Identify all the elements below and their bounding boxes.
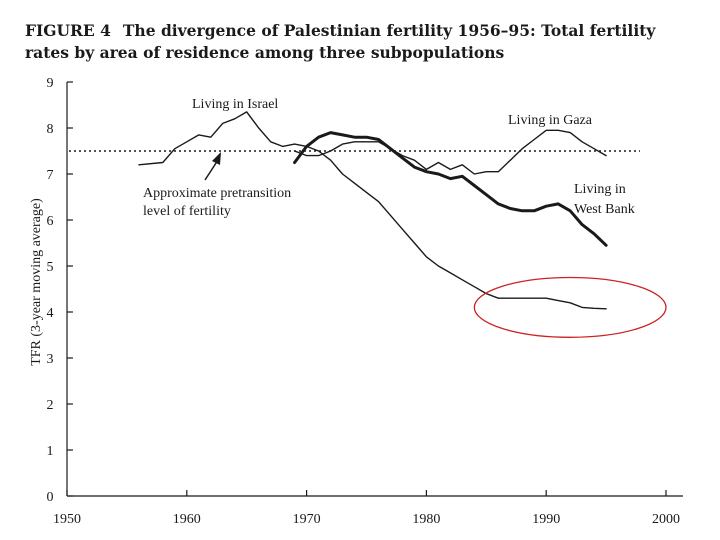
series-west-bank-line [293,131,608,247]
x-ticks: 1950 1960 1970 1980 1990 2000 [53,490,680,527]
y-tick-label: 9 [47,76,54,91]
x-tick-label: 1980 [412,512,440,527]
series-israel-line [138,111,607,310]
reference-label-line1: Approximate pretransition [143,186,291,201]
title-text-1: The divergence of Palestinian fertility … [123,21,656,40]
reference-arrow-line [204,159,219,181]
y-tick-label: 6 [47,214,54,229]
reference-arrow-head [212,152,221,165]
label-west-bank-line2: West Bank [574,202,635,217]
y-tick-label: 7 [47,168,54,183]
reference-label-line2: level of fertility [143,204,231,219]
y-ticks: 0 1 2 3 4 5 6 7 8 9 [47,76,73,505]
label-west-bank-line1: Living in [574,182,626,197]
chart-title-line1: FIGURE 4 The divergence of Palestinian fe… [25,21,656,40]
y-tick-label: 5 [47,260,54,275]
y-axis-label: TFR (3-year moving average) [29,198,44,366]
figure-label: FIGURE 4 [25,21,111,40]
label-israel: Living in Israel [192,97,278,112]
y-tick-label: 2 [47,398,54,413]
y-tick-label: 0 [47,490,54,505]
label-gaza: Living in Gaza [508,113,593,128]
highlight-ellipse [473,276,667,338]
y-tick-label: 8 [47,122,54,137]
y-tick-label: 1 [47,444,54,459]
y-tick-label: 3 [47,352,54,367]
x-tick-label: 1960 [173,512,201,527]
x-tick-label: 1970 [293,512,321,527]
x-tick-label: 2000 [652,512,680,527]
x-tick-label: 1990 [532,512,560,527]
x-tick-label: 1950 [53,512,81,527]
series-gaza-line [293,129,607,175]
chart-title-line2: rates by area of residence among three s… [25,43,505,62]
y-tick-label: 4 [47,306,54,321]
